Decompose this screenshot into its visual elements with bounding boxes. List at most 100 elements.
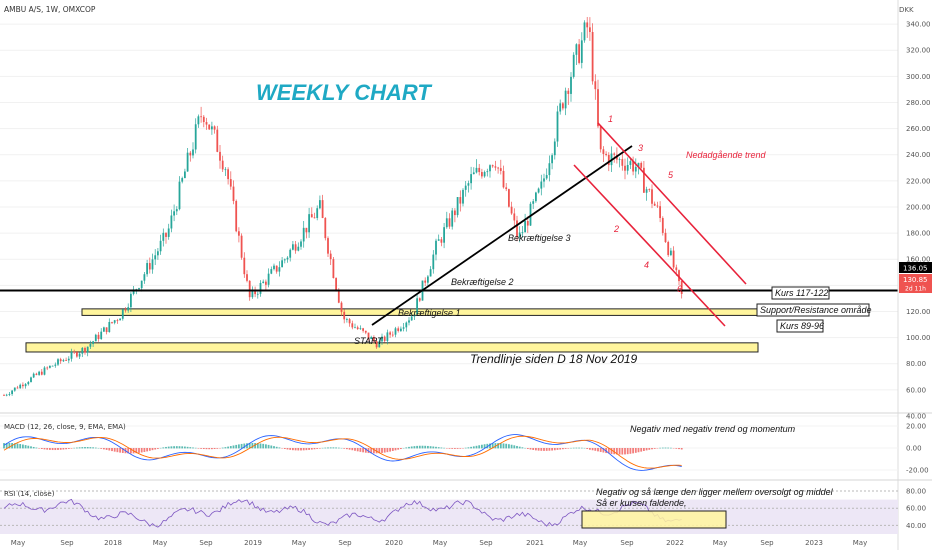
last-price: 136.05 <box>903 265 928 273</box>
price-tick-label: 300.00 <box>906 73 931 81</box>
candle-body <box>580 40 583 63</box>
candle-body <box>49 365 51 368</box>
candle-body <box>343 311 346 320</box>
macd-pane: 20.00 0.00 -20.00 <box>0 423 929 475</box>
macd-note: Negativ med negativ trend og momentum <box>630 424 796 434</box>
candle-body <box>597 89 599 127</box>
candle-body <box>30 377 32 383</box>
macd-histogram-bar <box>22 444 24 449</box>
candle-body <box>413 314 416 317</box>
candle-body <box>559 103 562 112</box>
macd-tick-label: -20.00 <box>906 467 929 475</box>
candle-body <box>316 208 319 218</box>
candle-body <box>354 327 356 329</box>
candle-body <box>397 328 400 331</box>
candle-body <box>148 263 151 270</box>
candle-body <box>513 213 516 221</box>
candle-body <box>670 250 672 256</box>
price-tick-label: 180.00 <box>906 230 931 238</box>
macd-histogram-bar <box>305 448 308 451</box>
macd-histogram-bar <box>508 444 510 449</box>
candle-body <box>143 274 146 281</box>
macd-histogram-bar <box>30 446 32 449</box>
candle-body <box>348 319 351 324</box>
macd-histogram-bar <box>589 448 591 450</box>
candle-body <box>54 364 57 366</box>
candle-body <box>489 165 491 172</box>
candle-body <box>297 246 300 251</box>
candle-body <box>535 192 537 202</box>
candle-body <box>73 351 76 353</box>
candle-body <box>294 244 297 251</box>
macd-histogram-bar <box>265 444 267 449</box>
macd-histogram-bar <box>327 447 329 449</box>
candle-body <box>532 201 535 204</box>
candle-body <box>440 239 443 243</box>
candle-body <box>84 347 86 353</box>
rsi-tick-label: 80.00 <box>906 488 926 496</box>
close-price-tag <box>899 274 932 293</box>
macd-histogram-bar <box>86 447 89 449</box>
macd-histogram-bar <box>545 448 548 451</box>
macd-histogram-bar <box>175 446 178 449</box>
candle-body <box>281 260 283 268</box>
macd-histogram-bar <box>27 445 30 449</box>
candle-body <box>556 111 559 142</box>
macd-histogram-bar <box>67 448 70 449</box>
last-price-tag <box>899 262 932 273</box>
macd-histogram-bar <box>130 448 132 454</box>
macd-histogram-bar <box>235 444 238 449</box>
macd-histogram-bar <box>254 443 256 449</box>
macd-histogram-bar <box>54 448 57 451</box>
macd-histogram-bar <box>591 448 594 451</box>
macd-histogram-bar <box>57 448 59 450</box>
macd-histogram-bar <box>38 448 40 449</box>
wave-3: 3 <box>638 143 643 153</box>
price-tick-label: 40.00 <box>906 413 926 421</box>
candle-body <box>486 171 489 173</box>
macd-histogram-bar <box>448 448 451 449</box>
macd-histogram-bar <box>216 448 219 449</box>
price-tick-label: 220.00 <box>906 177 931 185</box>
macd-histogram-bar <box>70 448 73 449</box>
rsi-note-2: Så er kursen faldende, <box>596 498 687 508</box>
candle-body <box>405 322 408 328</box>
candle-body <box>70 351 73 359</box>
candle-body <box>648 189 651 191</box>
macd-histogram-bar <box>148 448 151 451</box>
trendline <box>371 145 633 326</box>
candle-body <box>578 44 580 63</box>
candle-body <box>111 322 113 323</box>
macd-histogram-bar <box>575 447 578 449</box>
candle-body <box>429 269 432 277</box>
macd-histogram-bar <box>248 443 251 449</box>
macd-histogram-bar <box>221 447 224 449</box>
candle-body <box>508 189 510 207</box>
macd-title: MACD (12, 26, close, 9, EMA, EMA) <box>4 423 126 431</box>
candle-body <box>443 227 445 243</box>
candle-body <box>475 167 478 173</box>
time-tick-label: Sep <box>338 539 352 547</box>
macd-histogram-bar <box>394 448 397 451</box>
macd-histogram-bar <box>19 444 22 449</box>
candle-body <box>375 341 378 348</box>
macd-histogram-bar <box>464 447 467 449</box>
time-tick-label: May <box>292 539 306 547</box>
candle-body <box>621 159 624 166</box>
macd-histogram-bar <box>319 448 321 449</box>
candle-body <box>24 384 27 387</box>
macd-histogram-bar <box>435 446 437 449</box>
candle-body <box>502 170 505 188</box>
macd-histogram-bar <box>540 448 543 451</box>
time-tick-label: 2020 <box>385 539 403 547</box>
time-tick-label: 2023 <box>805 539 823 547</box>
macd-histogram-bar <box>562 448 564 450</box>
time-tick-label: Sep <box>479 539 493 547</box>
candle-body <box>594 81 597 90</box>
macd-histogram-bar <box>348 448 351 450</box>
candle-body <box>35 373 38 375</box>
candle-body <box>262 281 265 284</box>
candle-body <box>389 332 391 335</box>
macd-histogram-bar <box>238 444 240 449</box>
